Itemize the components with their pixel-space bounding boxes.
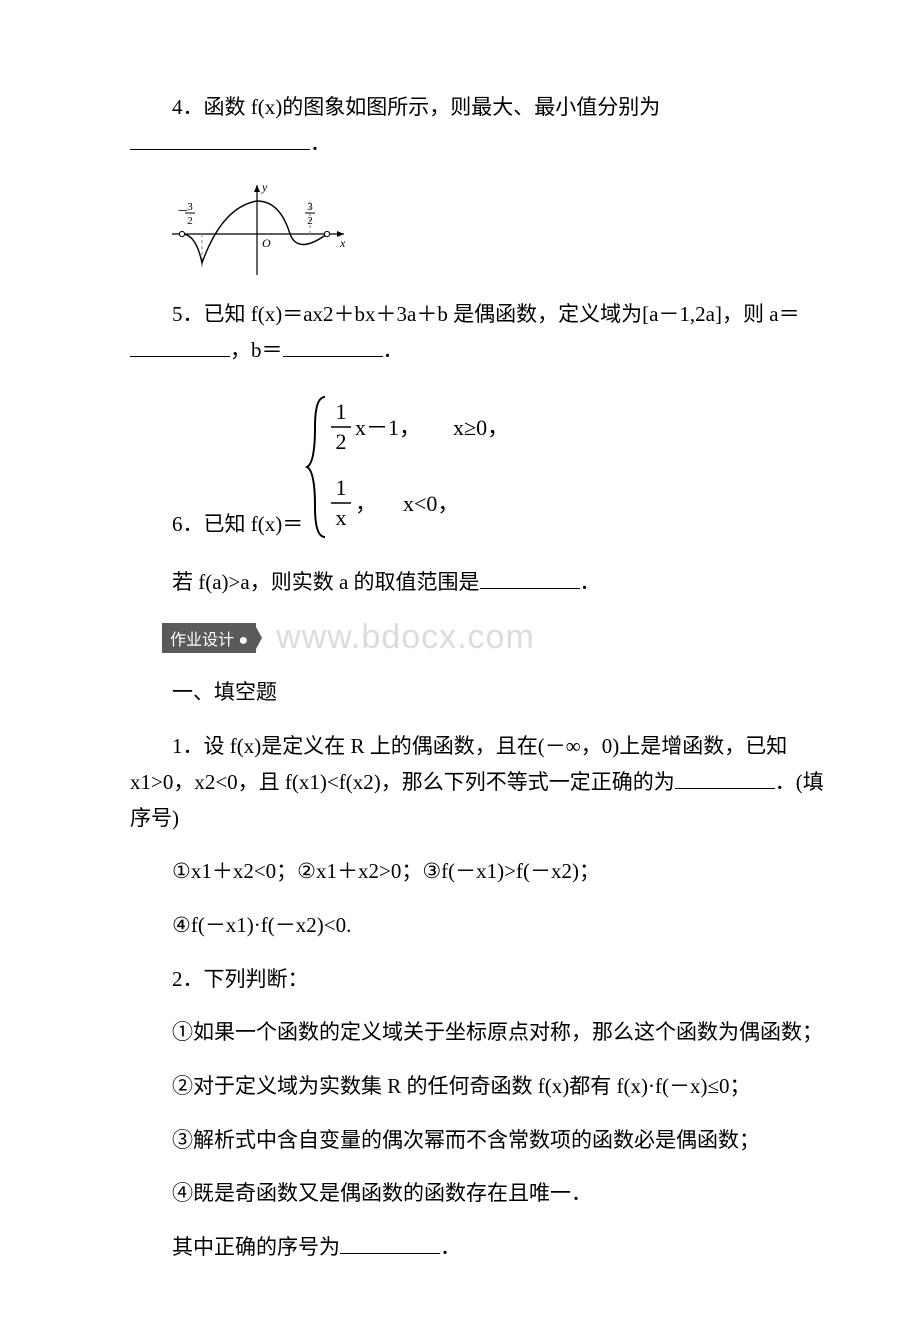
badge-dot: ● <box>238 632 248 649</box>
neg-den: 2 <box>187 215 193 227</box>
r2-num: 1 <box>336 475 347 500</box>
pos-num: 3 <box>307 201 313 213</box>
r2-den: x <box>336 505 347 530</box>
badge-label: 作业设计 <box>170 632 234 649</box>
neg-num: 3 <box>187 201 193 213</box>
sec1-heading: 一、填空题 <box>130 675 830 711</box>
q6-lead: 6．已知 f(x)＝ <box>130 507 303 547</box>
sec1-q2-item4: ④既是奇函数又是偶函数的函数存在且唯一． <box>130 1176 830 1212</box>
sec1-q2-tail: 其中正确的序号为 ． <box>130 1230 830 1266</box>
sec1-q2-tail-before: 其中正确的序号为 <box>172 1235 340 1259</box>
q4-before: 4．函数 f(x)的图象如图所示，则最大、最小值分别为 <box>172 95 660 119</box>
q4-graph: y x O － 3 2 3 2 <box>162 179 352 279</box>
sec1-q2-lead: 2．下列判断： <box>130 962 830 998</box>
q6-row: 6．已知 f(x)＝ 1 2 x－1， x≥0， 1 x ， x<0， <box>130 387 830 547</box>
r1-den: 2 <box>336 429 347 454</box>
q5-text: 5．已知 f(x)＝ax2＋bx＋3a＋b 是偶函数，定义域为[a－1,2a]，… <box>130 297 830 368</box>
r2-cond: x<0， <box>403 491 459 516</box>
sec1-q1-blank <box>675 767 775 789</box>
y-axis-arrow <box>254 185 260 192</box>
sec1-q2-item2: ②对于定义域为实数集 R 的任何奇函数 f(x)都有 f(x)·f(－x)≤0； <box>130 1069 830 1105</box>
sec1-q1-opts1: ①x1＋x2<0；②x1＋x2>0；③f(－x1)>f(－x2)； <box>130 854 830 890</box>
sec1-q2-tail-after: ． <box>440 1235 461 1259</box>
q6-line2: 若 f(a)>a，则实数 a 的取值范围是 ． <box>130 565 830 601</box>
brace <box>307 397 325 537</box>
q6-line2-before: 若 f(a)>a，则实数 a 的取值范围是 <box>172 570 480 594</box>
pos-den: 2 <box>307 215 313 227</box>
sec1-q2-item1: ①如果一个函数的定义域关于坐标原点对称，那么这个函数为偶函数； <box>130 1015 830 1051</box>
q5-mid: ，b＝ <box>230 338 283 362</box>
q4-graph-svg: y x O － 3 2 3 2 <box>162 179 352 279</box>
badge-tail-icon <box>256 627 262 649</box>
r1-tail: x－1， <box>355 415 421 440</box>
curve-end-open <box>324 232 329 237</box>
badge-row: 作业设计 ● www.bdocx.com <box>162 618 830 657</box>
watermark-text: www.bdocx.com <box>276 618 535 657</box>
sec1-q1-opts2: ④f(－x1)·f(－x2)<0. <box>130 908 830 944</box>
curve-start-open <box>179 232 184 237</box>
q4-blank <box>130 128 310 150</box>
q5-blank-a <box>130 335 230 357</box>
homework-badge: 作业设计 ● <box>162 623 256 653</box>
x-label: x <box>339 236 346 250</box>
q5-blank-b <box>283 335 383 357</box>
sec1-q2-item3: ③解析式中含自变量的偶次幂而不含常数项的函数必是偶函数； <box>130 1123 830 1159</box>
q5-after: ． <box>383 338 404 362</box>
q6-piecewise-svg: 1 2 x－1， x≥0， 1 x ， x<0， <box>303 387 533 547</box>
y-label: y <box>261 180 268 194</box>
q6-blank <box>480 567 580 589</box>
r1-cond: x≥0， <box>453 415 509 440</box>
r2-tail: ， <box>355 491 377 516</box>
r1-num: 1 <box>336 399 347 424</box>
origin-label: O <box>262 236 271 250</box>
q5-before: 5．已知 f(x)＝ax2＋bx＋3a＋b 是偶函数，定义域为[a－1,2a]，… <box>172 302 800 326</box>
page: 4．函数 f(x)的图象如图所示，则最大、最小值分别为 ． y x O － 3 <box>0 0 920 1344</box>
q6-line2-after: ． <box>580 570 601 594</box>
q4-after: ． <box>310 131 331 155</box>
sec1-q1: 1．设 f(x)是定义在 R 上的偶函数，且在(－∞，0)上是增函数，已知 x1… <box>130 729 830 836</box>
q4-text: 4．函数 f(x)的图象如图所示，则最大、最小值分别为 ． <box>130 90 830 161</box>
sec1-q2-blank <box>340 1232 440 1254</box>
curve <box>182 201 327 263</box>
